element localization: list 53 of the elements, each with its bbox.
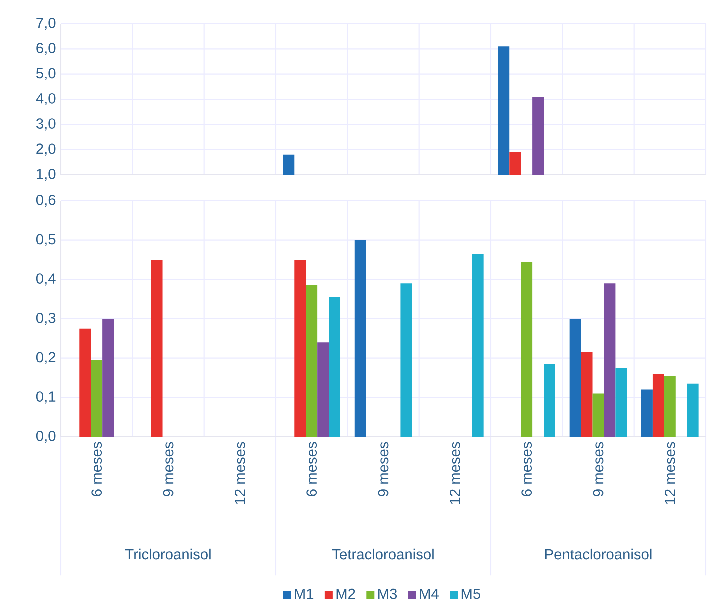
y-tick-label: 5,0 [36, 68, 56, 80]
x-tick-label: 6 meses [522, 442, 532, 496]
legend-label: M2 [336, 588, 356, 600]
bar [652, 374, 664, 437]
y-tick-label: 4,0 [36, 93, 56, 106]
bar [354, 240, 366, 437]
bar [472, 254, 484, 437]
y-tick-label: 0,5 [36, 234, 56, 246]
y-tick-label: 6,0 [36, 43, 56, 56]
y-tick-label: 7,0 [36, 18, 56, 30]
bar [687, 384, 699, 437]
text: Tetracloroanisol [332, 548, 434, 560]
y-tick-label: 0,1 [36, 392, 56, 404]
bar [400, 284, 412, 437]
legend-label: M4 [420, 588, 439, 600]
y-tick-label: 0,0 [36, 430, 56, 444]
x-tick-label: 12 meses [234, 442, 246, 504]
y-tick-label: 0,2 [36, 352, 56, 364]
text: Pentacloroanisol [545, 548, 652, 560]
bar [91, 360, 103, 437]
bar [616, 368, 628, 437]
bar [294, 260, 306, 437]
bar [664, 376, 676, 437]
x-tick-label: 12 meses [450, 442, 460, 504]
x-tick-label: 9 meses [378, 442, 389, 496]
bar [102, 318, 114, 437]
legend-label: M1 [295, 588, 314, 600]
x-tick-label: 12 meses [664, 442, 676, 504]
x-tick-label: 6 meses [92, 442, 102, 496]
bar [318, 342, 330, 437]
bar [604, 284, 616, 437]
bar [581, 352, 593, 437]
bar [544, 364, 556, 437]
x-tick-label: 9 meses [593, 442, 604, 496]
x-tick-label: 6 meses [306, 442, 318, 496]
bar [329, 297, 341, 437]
bar [80, 328, 92, 437]
bar [641, 390, 653, 437]
y-tick-label: 1,0 [37, 168, 56, 182]
bar [151, 260, 163, 437]
x-tick-label: 9 meses [163, 442, 174, 496]
bar [592, 394, 604, 437]
bar [306, 286, 318, 437]
text: Tricloroanisol [126, 548, 211, 560]
legend-label: M3 [378, 588, 398, 600]
bar [521, 262, 533, 437]
y-tick-label: 0,3 [36, 312, 56, 326]
y-tick-label: 2,0 [36, 144, 56, 156]
y-tick-label: 0,4 [36, 274, 56, 286]
bar [570, 318, 582, 437]
y-tick-label: 3,0 [36, 118, 56, 131]
y-tick-label: 0,6 [36, 194, 56, 208]
legend-label: M5 [462, 588, 480, 600]
